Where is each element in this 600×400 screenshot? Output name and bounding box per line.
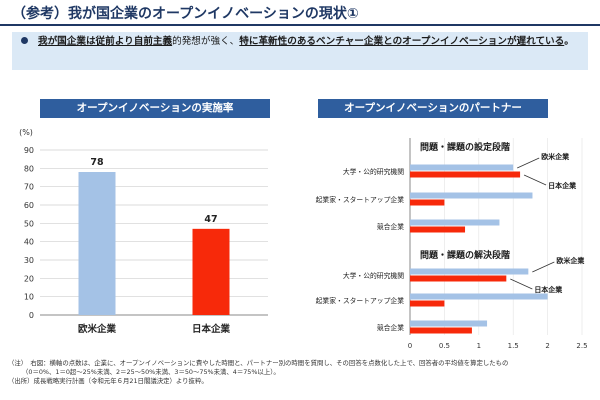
y-tick-label: 10	[24, 293, 34, 302]
y-tick-label: 30	[24, 256, 34, 265]
slide-title: （参考）我が国企業のオープンイノベーションの現状①	[12, 6, 359, 22]
callout-text-3: 特に革新性のあるベンチャー企業とのオープンイノベーションが遅れている	[239, 36, 565, 47]
bar	[78, 172, 116, 315]
annotation-arrow	[510, 278, 533, 290]
y-tick-label: 20	[24, 274, 34, 283]
panel-title: 問題・課題の解決段階	[420, 249, 510, 261]
bar-value-label: 78	[90, 157, 104, 168]
y-tick-label: 0	[29, 311, 34, 320]
panel-title: 問題・課題の設定段階	[420, 141, 510, 153]
bar-europe-us	[410, 320, 488, 327]
x-tick-label: 0.5	[439, 342, 450, 350]
bar-europe-us	[410, 293, 548, 300]
x-tick-label: 2.5	[576, 342, 587, 350]
x-tick-label: 1.5	[508, 342, 519, 350]
annotation-arrow	[523, 174, 547, 186]
bar	[192, 228, 230, 315]
y-tick-label: 60	[24, 201, 34, 210]
callout-text-4: 。	[564, 36, 574, 47]
bar-japan	[410, 300, 445, 307]
annotation-label-europe-us: 欧米企業	[556, 256, 585, 265]
right-chart-header: オープンイノベーションのパートナー	[318, 99, 548, 118]
y-category-label: 競合企業	[377, 222, 404, 231]
y-tick-label: 80	[24, 164, 34, 173]
callout-text-1: 我が国企業は従前より自前主義	[38, 36, 173, 47]
bar-japan	[410, 275, 507, 282]
source-note: （出所）成長戦略実行計画（令和元年６月21日閣議決定）より抜粋。	[8, 377, 208, 385]
bar-japan	[410, 199, 445, 206]
bar-europe-us	[410, 268, 529, 275]
bar-japan	[410, 171, 521, 178]
annotation-arrow	[517, 157, 540, 169]
callout-text-2: 的発想が強く、	[172, 36, 240, 47]
annotation-label-europe-us: 欧米企業	[541, 152, 570, 161]
bar-europe-us	[410, 164, 514, 171]
y-category-label: 起業家・スタートアップ企業	[316, 195, 405, 204]
right-chart: 0 0.5 1 1.5 2 2.5問題・課題の設定段階大学・公的研究機関起業家・スタートア…	[316, 138, 588, 350]
bar-japan	[410, 226, 466, 233]
bar-europe-us	[410, 219, 500, 226]
x-tick-label: 2	[545, 342, 549, 350]
title-divider	[0, 24, 600, 26]
x-category-label: 日本企業	[192, 323, 231, 335]
note-line-1: （注） 右図：横軸の点数は、企業に、オープンイノベーションに費やした時間と、パー…	[8, 359, 509, 367]
note-line-2: （0＝0%、1＝0超～25%未満、2＝25～50%未満、3＝50～75%未満、4…	[22, 368, 280, 376]
y-category-label: 大学・公的研究機関	[343, 167, 404, 176]
y-category-label: 競合企業	[377, 323, 404, 332]
bar-japan	[410, 327, 472, 334]
annotation-arrow	[532, 261, 555, 273]
left-chart: (%) 0 10 20 30 40 50 60 70 80 90 78 欧米企業 47 日本企業	[19, 128, 268, 335]
y-category-label: 起業家・スタートアップ企業	[316, 296, 405, 305]
bullet-icon	[21, 37, 28, 44]
left-chart-header: オープンイノベーションの実施率	[40, 99, 270, 118]
bar-europe-us	[410, 192, 533, 199]
annotation-label-japan: 日本企業	[548, 181, 577, 190]
x-tick-label: 0	[408, 342, 412, 350]
y-tick-label: 90	[24, 146, 34, 155]
summary-callout: 我が国企業は従前より自前主義的発想が強く、特に革新性のあるベンチャー企業とのオー…	[12, 32, 588, 70]
x-tick-label: 1	[477, 342, 481, 350]
y-axis-unit-label: (%)	[19, 128, 33, 137]
annotation-label-japan: 日本企業	[534, 285, 563, 294]
y-tick-label: 70	[24, 183, 34, 192]
bar-value-label: 47	[204, 214, 217, 225]
y-tick-label: 40	[24, 238, 34, 247]
y-category-label: 大学・公的研究機関	[343, 271, 404, 280]
y-tick-label: 50	[24, 219, 34, 228]
x-category-label: 欧米企業	[78, 323, 117, 335]
